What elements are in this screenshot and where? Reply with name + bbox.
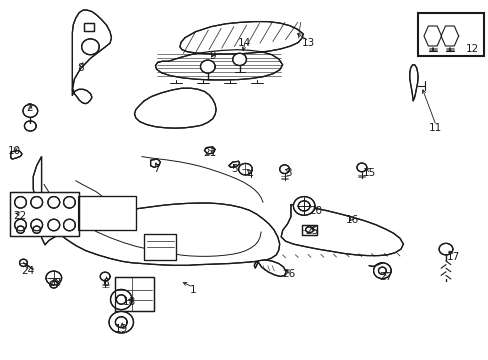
Polygon shape [33,157,279,265]
Text: 9: 9 [209,51,216,61]
Ellipse shape [298,201,309,211]
Text: 2: 2 [26,103,33,113]
Text: 7: 7 [153,164,160,174]
Polygon shape [144,234,176,260]
Text: 12: 12 [465,44,479,54]
Ellipse shape [50,281,58,288]
Ellipse shape [232,53,246,66]
Polygon shape [11,150,22,159]
Polygon shape [134,88,216,128]
Text: 20: 20 [308,206,321,216]
Ellipse shape [110,289,132,310]
Polygon shape [72,10,111,90]
Ellipse shape [305,227,313,233]
Polygon shape [155,50,282,80]
Ellipse shape [200,60,215,73]
Text: 26: 26 [281,269,295,279]
Ellipse shape [116,295,126,304]
Polygon shape [10,192,79,236]
Polygon shape [254,260,285,276]
Polygon shape [72,89,92,104]
Text: 24: 24 [21,266,35,276]
Ellipse shape [63,219,75,231]
Polygon shape [409,65,417,101]
Text: 8: 8 [77,63,84,73]
Ellipse shape [23,104,38,117]
Polygon shape [228,161,239,167]
Text: 23: 23 [48,278,62,288]
Ellipse shape [15,197,26,208]
Text: 21: 21 [203,148,217,158]
Polygon shape [204,147,215,154]
Ellipse shape [63,197,75,208]
Ellipse shape [373,263,390,279]
Text: 11: 11 [427,123,441,133]
Text: 15: 15 [362,168,375,178]
Text: 14: 14 [237,38,251,48]
Polygon shape [180,22,303,54]
Ellipse shape [109,311,133,333]
Ellipse shape [46,271,61,285]
Ellipse shape [438,243,452,255]
Text: 6: 6 [102,278,108,288]
Polygon shape [302,225,316,235]
Ellipse shape [48,219,60,231]
Polygon shape [281,204,403,256]
Ellipse shape [17,226,24,233]
Ellipse shape [24,121,36,131]
Ellipse shape [31,219,42,231]
Text: 17: 17 [446,252,459,262]
Text: 13: 13 [301,38,314,48]
Text: 18: 18 [122,297,136,307]
Ellipse shape [31,197,42,208]
Text: 10: 10 [8,146,21,156]
Text: 5: 5 [231,164,238,174]
Text: 22: 22 [13,211,26,221]
Polygon shape [150,159,160,167]
Polygon shape [84,23,94,31]
Text: 4: 4 [245,170,252,180]
Text: 16: 16 [345,215,358,225]
Ellipse shape [81,39,99,55]
Ellipse shape [356,163,366,172]
Text: 3: 3 [285,168,291,178]
Ellipse shape [378,267,386,274]
Polygon shape [78,196,136,230]
Ellipse shape [238,163,252,175]
Polygon shape [115,277,154,311]
Ellipse shape [48,197,60,208]
Text: 19: 19 [114,324,128,334]
Ellipse shape [33,226,41,233]
Ellipse shape [279,165,289,174]
Ellipse shape [20,259,27,266]
Ellipse shape [100,272,110,281]
Text: 25: 25 [305,226,318,236]
Ellipse shape [293,197,314,215]
FancyBboxPatch shape [417,13,483,56]
Text: 27: 27 [379,272,392,282]
Ellipse shape [115,317,127,328]
Ellipse shape [15,219,26,231]
Text: 1: 1 [189,285,196,295]
